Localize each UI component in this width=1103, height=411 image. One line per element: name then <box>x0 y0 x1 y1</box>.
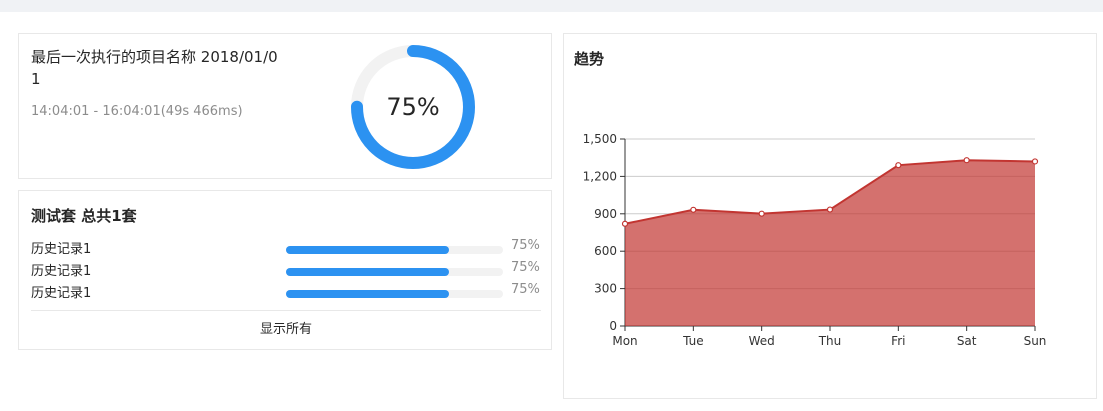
trend-area <box>625 160 1035 326</box>
data-point <box>758 210 765 217</box>
donut-percent-label: 75% <box>386 93 439 121</box>
data-point <box>895 162 902 169</box>
x-tick-label: Sat <box>957 334 977 348</box>
x-tick-label: Sun <box>1024 334 1047 348</box>
history-progress-fill <box>286 268 449 276</box>
x-tick-label: Wed <box>749 334 775 348</box>
progress-donut: 75% <box>351 45 475 169</box>
y-tick-label: 1,500 <box>583 132 617 146</box>
history-progress-track <box>286 290 503 298</box>
history-progress-track <box>286 246 503 254</box>
project-name-title: 最后一次执行的项目名称 2018/01/01 <box>31 48 278 88</box>
x-tick-label: Tue <box>682 334 704 348</box>
data-point <box>621 220 629 227</box>
history-row[interactable]: 历史记录1 75% <box>31 258 543 280</box>
data-point <box>963 157 970 164</box>
history-label: 历史记录1 <box>31 242 92 257</box>
y-tick-label: 300 <box>594 282 617 296</box>
history-percent: 75% <box>511 260 540 275</box>
history-progress-track <box>286 268 503 276</box>
data-point <box>1031 158 1039 165</box>
history-percent: 75% <box>511 282 540 297</box>
history-label: 历史记录1 <box>31 286 92 301</box>
y-tick-label: 600 <box>594 244 617 258</box>
data-point <box>826 206 834 213</box>
trend-chart: 0 300 600 900 1,200 1,500 Mon Tue Wed Thu Fri Sat Su… <box>583 132 1047 348</box>
x-tick-label: Mon <box>612 334 637 348</box>
x-tick-label: Thu <box>818 334 842 348</box>
data-point <box>690 206 697 213</box>
history-progress-fill <box>286 290 449 298</box>
show-all-button[interactable]: 显示所有 <box>259 322 312 337</box>
history-row[interactable]: 历史记录1 75% <box>31 280 543 302</box>
test-suite-card: 测试套 总共1套 历史记录1 75% 历史记录1 75% 历史记录1 75% 显… <box>18 190 552 350</box>
y-tick-label: 1,200 <box>583 169 617 183</box>
x-tick-label: Fri <box>891 334 905 348</box>
execution-time-range: 14:04:01 - 16:04:01(49s 466ms) <box>31 104 243 119</box>
history-percent: 75% <box>511 238 540 253</box>
last-execution-card: 最后一次执行的项目名称 2018/01/01 14:04:01 - 16:04:… <box>18 33 552 179</box>
donut-progress-arc <box>351 45 475 169</box>
y-tick-label: 900 <box>594 207 617 221</box>
y-tick-label: 0 <box>609 319 617 333</box>
divider <box>31 310 541 311</box>
history-label: 历史记录1 <box>31 264 92 279</box>
history-progress-fill <box>286 246 449 254</box>
dashboard-page: 最后一次执行的项目名称 2018/01/01 14:04:01 - 16:04:… <box>0 12 1103 411</box>
trend-card: 趋势 0 300 600 900 1,200 1,500 Mon Tue Wed Thu Fri Sa… <box>563 33 1097 399</box>
suite-title: 测试套 总共1套 <box>31 207 137 225</box>
history-row[interactable]: 历史记录1 75% <box>31 236 543 258</box>
trend-title: 趋势 <box>574 50 605 68</box>
